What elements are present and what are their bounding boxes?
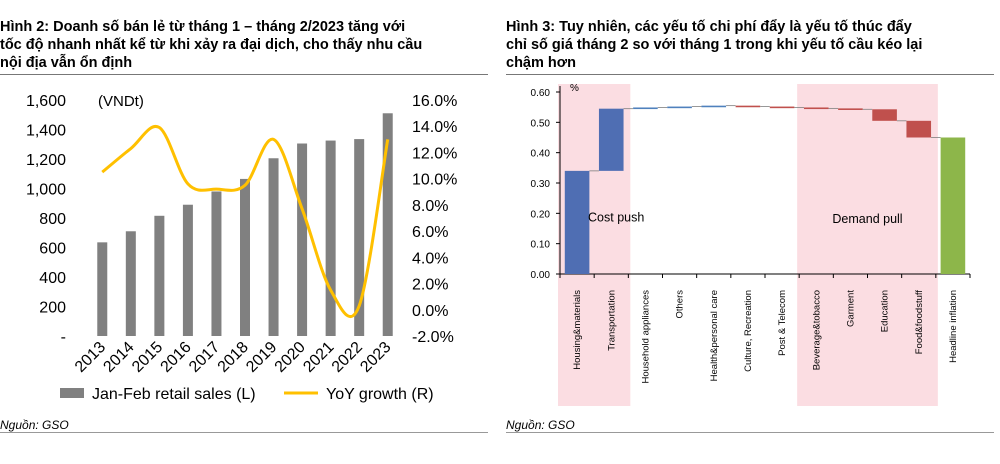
y-right-tick-label: 0.0%: [412, 303, 448, 320]
inflation-waterfall-chart: 0.00 0.10 0.20 0.30 0.40 0.50 0.60 % Cost push De…: [531, 83, 971, 406]
legend-swatch-bar: [60, 388, 84, 398]
x-tick-label: 2015: [129, 339, 166, 376]
inflation-title: Hình 3: Tuy nhiên, các yếu tố chi phí đẩ…: [506, 18, 1000, 72]
legend-label: Jan-Feb retail sales (L): [92, 386, 256, 403]
y-left-tick-label: 200: [39, 300, 66, 317]
x-tick-label: 2020: [272, 339, 309, 376]
x-tick-label: 2017: [186, 339, 223, 376]
source-rule: [0, 432, 488, 433]
title-rule: [506, 74, 994, 75]
y-right-tick-label: 10.0%: [412, 172, 457, 189]
annotation-label: Cost push: [588, 210, 644, 224]
y-left-tick-label: 600: [39, 241, 66, 258]
yoy-growth-line: [101, 124, 390, 319]
retail-sales-bar: [354, 139, 365, 336]
x-tick-label: Housing&materials: [572, 290, 583, 370]
x-tick-label: Household appliances: [640, 290, 651, 384]
x-tick-label: Beverage&tobacco: [811, 290, 822, 370]
y-right-tick-label: 6.0%: [412, 224, 448, 241]
waterfall-bar: [838, 108, 863, 110]
y-right-tick-label: 16.0%: [412, 93, 457, 110]
retail-sales-bar: [325, 140, 336, 336]
y-tick-label: 0.20: [531, 209, 551, 220]
retail-sales-bar: [268, 158, 279, 336]
y-right-tick-label: 12.0%: [412, 145, 457, 162]
waterfall-bar: [803, 107, 829, 110]
x-tick-label: Education: [880, 290, 891, 332]
waterfall-bar: [906, 120, 932, 138]
x-tick-label: 2023: [357, 339, 394, 376]
retail-sales-bar: [97, 242, 108, 336]
retail-sales-bar: [297, 143, 308, 336]
waterfall-bar: [769, 106, 795, 109]
y-left-tick-label: 400: [39, 270, 66, 287]
waterfall-bar: [598, 108, 624, 171]
x-tick-label: Transportation: [606, 290, 617, 351]
retail-sales-bar: [125, 231, 136, 336]
title-line: nội địa vẫn ổn định: [0, 55, 133, 71]
title-line: Hình 3: Tuy nhiên, các yếu tố chi phí đẩ…: [506, 19, 912, 35]
y-right-tick-label: 8.0%: [412, 198, 448, 215]
y-right-tick-label: -2.0%: [412, 329, 454, 346]
y-left-tick-label: 1,000: [26, 182, 66, 199]
y-tick-label: 0.10: [531, 240, 551, 251]
x-tick-label: 2014: [100, 339, 137, 376]
source-note: Nguồn: GSO: [0, 418, 69, 432]
unit-label: %: [570, 83, 579, 94]
x-tick-label: Culture, Recreation: [743, 290, 754, 372]
x-tick-label: 2022: [329, 339, 366, 376]
highlight-region: [797, 84, 938, 406]
waterfall-bar: [633, 107, 658, 110]
title-rule: [0, 74, 488, 75]
waterfall-bar: [701, 105, 727, 108]
y-right-tick-label: 4.0%: [412, 250, 448, 267]
retail-sales-panel: Hình 2: Doanh số bán lẻ từ tháng 1 – thá…: [0, 0, 492, 440]
y-tick-label: 0.00: [531, 270, 551, 281]
y-left-tick-label: -: [61, 329, 66, 346]
title-line: Hình 2: Doanh số bán lẻ từ tháng 1 – thá…: [0, 19, 406, 35]
title-line: chậm hơn: [506, 55, 576, 71]
x-tick-label: 2016: [158, 339, 195, 376]
x-tick-label: 2021: [300, 339, 337, 376]
retail-sales-title: Hình 2: Doanh số bán lẻ từ tháng 1 – thá…: [0, 18, 492, 72]
y-right-tick-label: 2.0%: [412, 277, 448, 294]
unit-label: (VNDt): [98, 93, 144, 110]
x-tick-label: Headline inflation: [948, 290, 959, 363]
y-left-tick-label: 1,200: [26, 152, 66, 169]
y-left-tick-label: 800: [39, 211, 66, 228]
retail-sales-bar: [182, 204, 193, 336]
waterfall-bar: [872, 109, 897, 121]
title-line: tốc độ nhanh nhất kể từ khi xảy ra đại d…: [0, 37, 423, 53]
legend-label: YoY growth (R): [326, 386, 434, 403]
y-tick-label: 0.30: [531, 179, 551, 190]
retail-sales-bar: [211, 191, 222, 336]
x-tick-label: 2019: [243, 339, 280, 376]
x-tick-label: Food&foodstuff: [914, 290, 925, 355]
y-tick-label: 0.60: [531, 88, 551, 99]
waterfall-bar: [940, 137, 966, 274]
source-rule: [506, 432, 994, 433]
x-tick-label: Health&personal care: [709, 290, 720, 381]
retail-sales-bar: [240, 178, 250, 336]
retail-sales-bar: [154, 215, 165, 336]
waterfall-bar: [735, 105, 761, 108]
x-tick-label: 2013: [72, 339, 109, 376]
waterfall-bar: [667, 106, 692, 109]
x-tick-label: Others: [675, 290, 686, 319]
inflation-panel: Hình 3: Tuy nhiên, các yếu tố chi phí đẩ…: [506, 0, 1000, 440]
y-tick-label: 0.50: [531, 118, 551, 129]
retail-sales-bar: [382, 113, 393, 337]
source-note: Nguồn: GSO: [506, 418, 575, 432]
y-left-tick-label: 1,400: [26, 123, 66, 140]
y-right-tick-label: 14.0%: [412, 119, 457, 136]
y-left-tick-label: 1,600: [26, 93, 66, 110]
title-line: chỉ số giá tháng 2 so với tháng 1 trong …: [506, 37, 923, 53]
x-tick-label: Garment: [845, 290, 856, 327]
x-tick-label: Post & Telecom: [777, 290, 788, 356]
waterfall-bar: [564, 170, 590, 274]
retail-sales-chart: - 200 400 600 800 1,000 1,200 1,400 1,600 -2.0% 0.…: [26, 93, 457, 403]
annotation-label: Demand pull: [832, 212, 902, 226]
x-tick-label: 2018: [215, 339, 252, 376]
y-tick-label: 0.40: [531, 149, 551, 160]
